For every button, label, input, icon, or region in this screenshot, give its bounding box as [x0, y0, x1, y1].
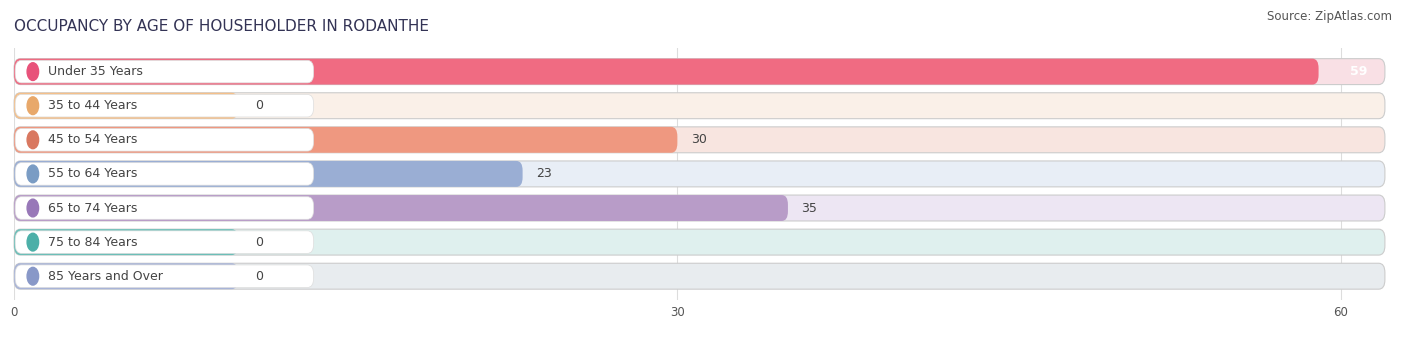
FancyBboxPatch shape: [14, 93, 1385, 119]
FancyBboxPatch shape: [15, 60, 314, 83]
Text: 30: 30: [690, 133, 707, 146]
Text: 23: 23: [536, 167, 551, 180]
Circle shape: [27, 131, 38, 149]
FancyBboxPatch shape: [14, 93, 238, 119]
FancyBboxPatch shape: [14, 161, 523, 187]
Circle shape: [27, 199, 38, 217]
Text: 35 to 44 Years: 35 to 44 Years: [48, 99, 138, 112]
FancyBboxPatch shape: [15, 231, 314, 253]
FancyBboxPatch shape: [14, 263, 238, 289]
Circle shape: [27, 63, 38, 80]
FancyBboxPatch shape: [14, 195, 1385, 221]
Circle shape: [27, 97, 38, 115]
FancyBboxPatch shape: [15, 163, 314, 185]
Circle shape: [27, 267, 38, 285]
FancyBboxPatch shape: [14, 59, 1319, 85]
Text: Under 35 Years: Under 35 Years: [48, 65, 143, 78]
FancyBboxPatch shape: [14, 59, 1385, 85]
FancyBboxPatch shape: [15, 197, 314, 219]
FancyBboxPatch shape: [14, 127, 678, 153]
FancyBboxPatch shape: [14, 263, 1385, 289]
FancyBboxPatch shape: [15, 129, 314, 151]
FancyBboxPatch shape: [15, 94, 314, 117]
FancyBboxPatch shape: [14, 229, 1385, 255]
Circle shape: [27, 233, 38, 251]
Text: 0: 0: [256, 270, 263, 283]
Text: Source: ZipAtlas.com: Source: ZipAtlas.com: [1267, 10, 1392, 23]
Text: OCCUPANCY BY AGE OF HOUSEHOLDER IN RODANTHE: OCCUPANCY BY AGE OF HOUSEHOLDER IN RODAN…: [14, 19, 429, 34]
FancyBboxPatch shape: [14, 161, 1385, 187]
Text: 45 to 54 Years: 45 to 54 Years: [48, 133, 138, 146]
FancyBboxPatch shape: [14, 229, 238, 255]
FancyBboxPatch shape: [14, 127, 1385, 153]
Text: 0: 0: [256, 236, 263, 249]
FancyBboxPatch shape: [14, 195, 787, 221]
Text: 85 Years and Over: 85 Years and Over: [48, 270, 163, 283]
Circle shape: [27, 165, 38, 183]
Text: 59: 59: [1350, 65, 1367, 78]
Text: 75 to 84 Years: 75 to 84 Years: [48, 236, 138, 249]
Text: 35: 35: [801, 202, 817, 214]
FancyBboxPatch shape: [15, 265, 314, 287]
Text: 55 to 64 Years: 55 to 64 Years: [48, 167, 138, 180]
Text: 0: 0: [256, 99, 263, 112]
Text: 65 to 74 Years: 65 to 74 Years: [48, 202, 138, 214]
